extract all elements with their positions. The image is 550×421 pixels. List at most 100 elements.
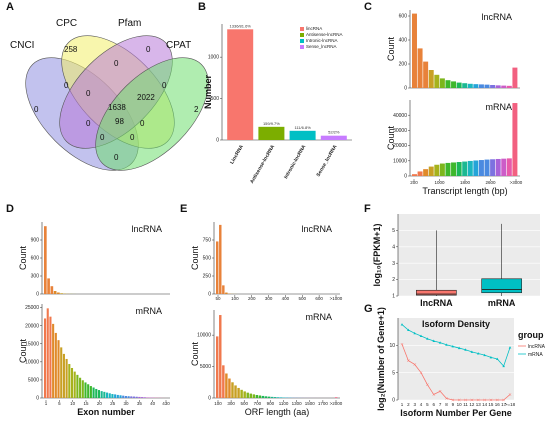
- iso-point: [438, 341, 442, 344]
- length-lncrna-bar: [490, 85, 496, 88]
- orf-lncrna-bar: [222, 285, 225, 294]
- box-y-tick-label: 5: [392, 228, 395, 234]
- orf-lncrna-bar: [225, 292, 228, 294]
- type-x-tick-label: Antisense-lncRNA: [249, 144, 276, 185]
- exon-mrna-bar: [135, 396, 138, 398]
- iso-x-tick-label: 12: [469, 402, 475, 407]
- length-lncrna-bar: [428, 70, 434, 88]
- length-lncrna-bar: [506, 85, 512, 88]
- orf-top-x-tick-label: 100: [231, 296, 239, 301]
- panel-letter-c: C: [364, 1, 372, 13]
- type-legend-swatch: [300, 27, 304, 31]
- orf-bottom-x-tick-label: 700: [254, 401, 262, 406]
- iso-point: [502, 398, 506, 402]
- orf-bottom-x-tick-label: 1100: [279, 401, 289, 406]
- exon-mrna-y-tick-label: 10000: [25, 359, 39, 365]
- orf-mrna-bar: [267, 396, 271, 398]
- iso-x-tick-label: 11: [463, 402, 468, 407]
- venn-region-cpc-only: 258: [64, 45, 78, 54]
- venn-region-cpc-cpat: 0: [140, 119, 145, 128]
- exon-x-tick-label: 40: [150, 401, 156, 406]
- exon-mrna-bar: [79, 377, 82, 398]
- length-lncrna-bar: [456, 82, 462, 88]
- exon-x-tick-label: 10: [70, 401, 76, 406]
- orf-mrna-bar: [216, 336, 219, 398]
- length-lncrna-y-tick-label: 0: [404, 86, 407, 92]
- orf-mrna-bar: [249, 393, 252, 398]
- boxplot-expression: 1 2 3 4 5 lncRNA mRNA log₁₀(FPKM+1): [372, 214, 540, 308]
- orf-lncrna-bar: [216, 241, 219, 294]
- length-lncrna-y-tick-label: 200: [399, 62, 408, 68]
- orf-mrna-bar: [222, 365, 225, 398]
- length-lncrna-y-tick-label: 600: [399, 14, 408, 20]
- iso-point: [407, 328, 410, 332]
- exon-mrna-series-label: mRNA: [136, 306, 163, 316]
- iso-point: [476, 352, 480, 355]
- exon-lncrna-y-tick-label: 0: [36, 292, 39, 298]
- iso-point: [426, 383, 429, 387]
- box-x-tick-label: mRNA: [488, 298, 516, 308]
- orf-top-x-tick-label: 200: [248, 296, 256, 301]
- exon-mrna-bar: [124, 396, 127, 398]
- iso-series-line: [401, 344, 511, 401]
- exon-mrna-bar: [46, 308, 49, 398]
- exon-mrna-bar: [89, 386, 92, 398]
- iso-point: [413, 331, 417, 335]
- iso-x-tick-label: 13: [476, 402, 482, 407]
- length-mrna-bar: [462, 161, 468, 176]
- orf-top-x-tick-label: 50: [215, 296, 221, 301]
- exon-mrna-bar: [108, 393, 111, 398]
- iso-point: [502, 364, 505, 368]
- length-lncrna-bar: [478, 84, 484, 88]
- exon-mrna-bar: [132, 396, 136, 398]
- length-mrna-bar: [423, 169, 429, 176]
- exon-mrna-y-axis-title: Count: [18, 339, 28, 364]
- length-mrna-bar: [501, 158, 507, 176]
- exon-mrna-y-tick-label: 15000: [25, 341, 39, 347]
- exon-x-tick-label: 30: [123, 401, 129, 406]
- exon-lncrna-y-axis-title: Count: [18, 246, 28, 271]
- orf-lncrna-y-tick-label: 250: [203, 274, 212, 280]
- type-y-tick-label: 0: [216, 138, 219, 144]
- orf-top-x-tick-label: 300: [265, 296, 273, 301]
- iso-x-axis-title: Isoform Number Per Gene: [400, 408, 512, 418]
- iso-point: [445, 396, 448, 400]
- exon-lncrna-bar: [57, 292, 60, 294]
- orf-mrna-bar: [252, 394, 256, 398]
- type-bar: [289, 130, 316, 140]
- iso-x-tick-label: 8: [445, 402, 448, 407]
- box-body: [416, 289, 457, 296]
- length-mrna-bar: [456, 162, 462, 176]
- length-lncrna-bar: [462, 83, 468, 88]
- venn-set-cnci: CNCI: [10, 40, 34, 51]
- exon-lncrna-bar: [47, 278, 50, 294]
- panel-letter-e: E: [180, 203, 187, 215]
- orf-lncrna-series-label: lncRNA: [301, 224, 332, 234]
- type-legend-swatch: [300, 39, 304, 43]
- iso-point: [457, 398, 461, 402]
- length-mrna-y-axis-title: Count: [386, 126, 396, 151]
- exon-x-tick-label: 20: [97, 401, 103, 406]
- venn-region-pfam-cpat: 0: [162, 81, 167, 90]
- length-lncrna-bar: [417, 48, 423, 88]
- exon-lncrna-bar: [50, 286, 54, 294]
- venn-region-cnci-cpc-pfam: 0: [86, 89, 91, 98]
- type-bar: [320, 135, 347, 140]
- iso-series-line: [401, 324, 511, 367]
- venn-set-pfam: Pfam: [118, 18, 141, 29]
- length-x-tick-label: >3000: [510, 180, 523, 185]
- iso-y-tick-label: 10: [389, 343, 395, 349]
- orf-bottom-x-tick-label: 1300: [292, 401, 303, 406]
- length-lncrna-bar: [434, 74, 440, 88]
- exon-x-tick-label: 430: [162, 401, 170, 406]
- box-y-tick-label: 2: [392, 277, 395, 283]
- panel-letter-g: G: [364, 303, 373, 315]
- length-x-tick-label: 2600: [485, 180, 496, 185]
- length-mrna-bar: [417, 171, 423, 176]
- exon-mrna-bar: [114, 394, 117, 398]
- orf-mrna-bar: [255, 394, 259, 398]
- exon-x-tick-label: 35: [137, 401, 143, 406]
- exon-mrna-bar: [138, 396, 141, 398]
- length-mrna-series-label: mRNA: [486, 102, 513, 112]
